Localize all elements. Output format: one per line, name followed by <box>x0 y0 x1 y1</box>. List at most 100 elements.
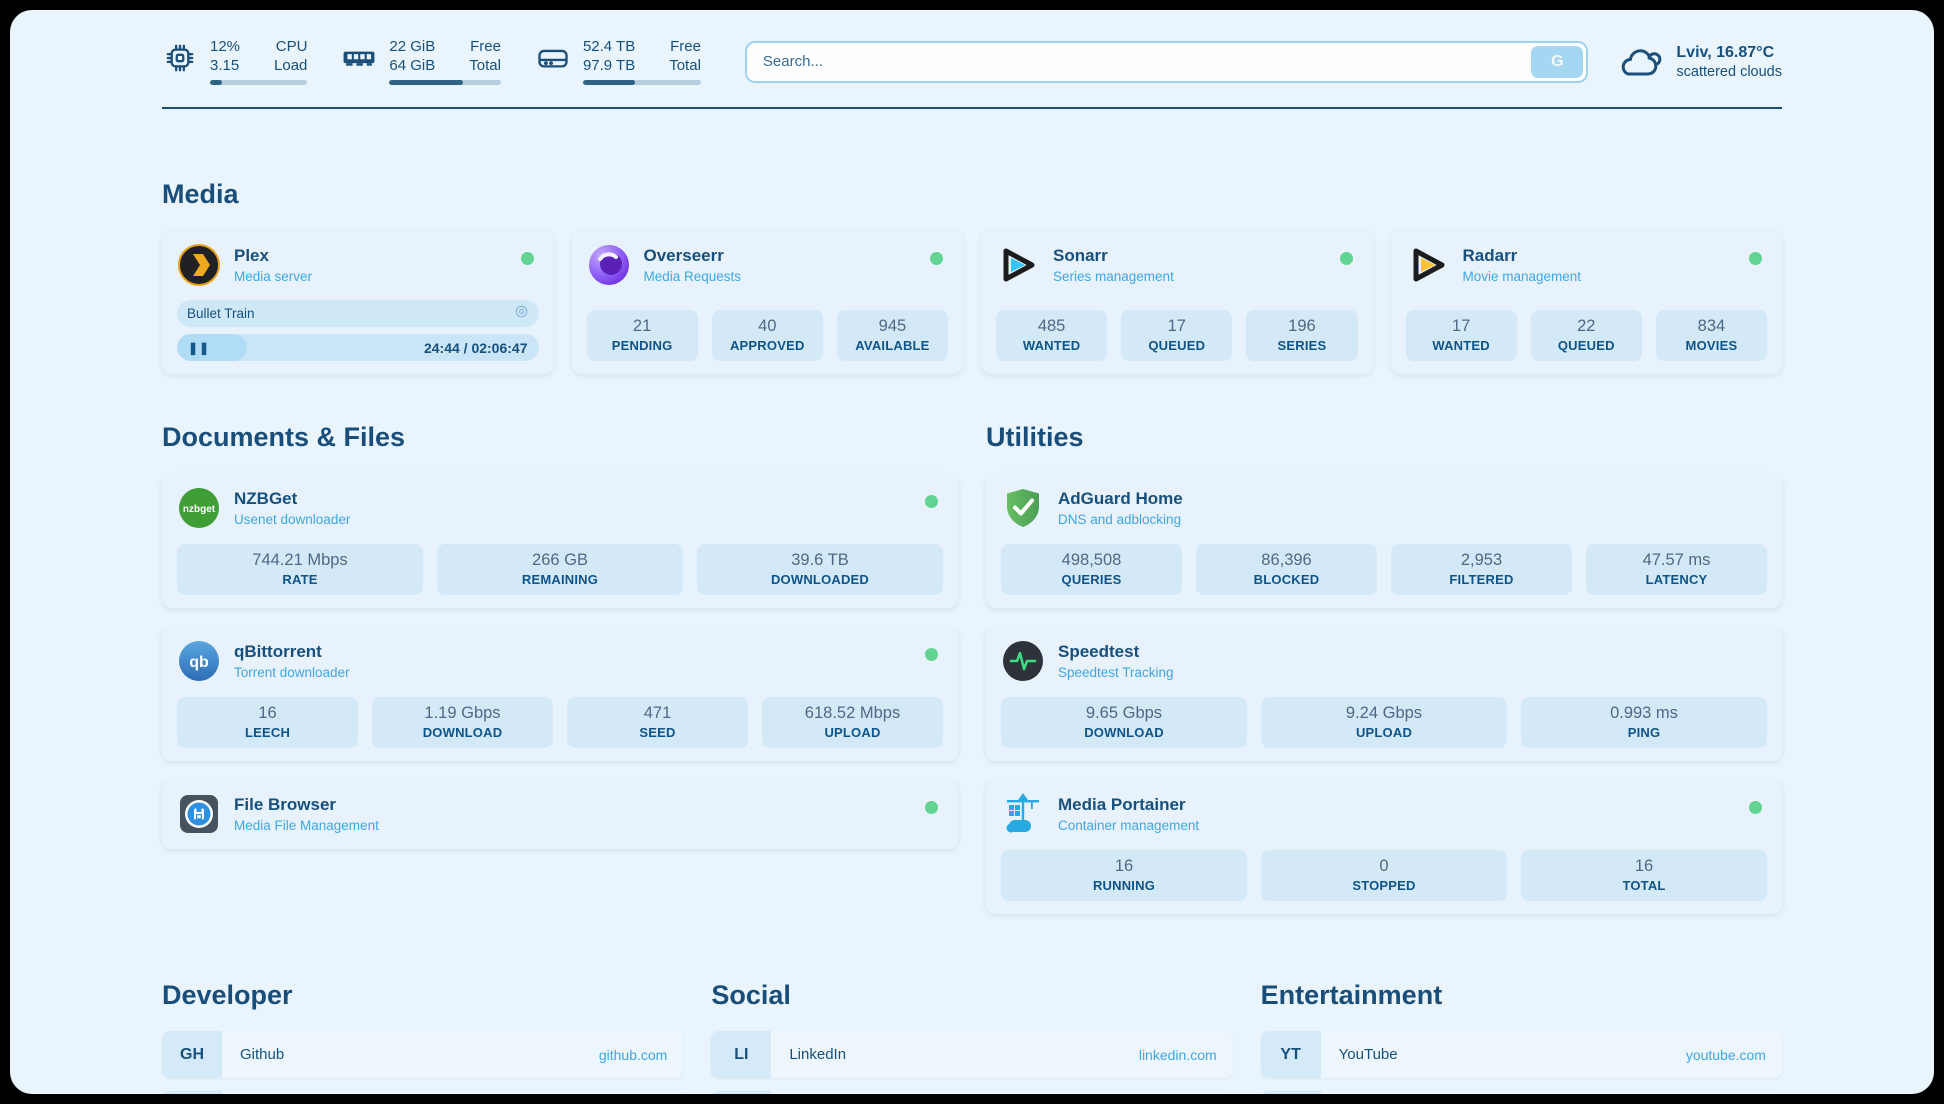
service-title: Radarr <box>1462 246 1518 265</box>
service-card-sonarr[interactable]: Sonarr Series management 485 WANTED 17 QUE… <box>981 230 1373 374</box>
memory-total-value: 64 GiB <box>389 57 436 74</box>
stat-wanted: 17 WANTED <box>1405 310 1517 361</box>
status-dot <box>1339 252 1353 265</box>
search-bar: G <box>744 40 1589 83</box>
bookmark-group-social: Social LI LinkedIn linkedin.com TW Twitt… <box>711 980 1233 1094</box>
stat-movies: 834 MOVIES <box>1655 310 1768 361</box>
bookmark-linkedin[interactable]: LI LinkedIn linkedin.com <box>711 1031 1233 1078</box>
speedtest-icon <box>1001 639 1045 683</box>
stat-filtered: 2,953 FILTERED <box>1391 544 1572 595</box>
stat-pending: 21 PENDING <box>586 310 698 361</box>
svg-text:nzbget: nzbget <box>183 504 216 515</box>
service-title: qBittorrent <box>234 642 322 661</box>
bookmark-abbr: YT <box>1260 1031 1321 1078</box>
stat-download: 9.65 Gbps DOWNLOAD <box>1001 697 1247 748</box>
section-heading-social: Social <box>711 980 791 1010</box>
pause-icon: ❚❚ <box>188 340 211 355</box>
bookmark-netflix[interactable]: NF Netflix netflix.com <box>1260 1091 1782 1094</box>
service-card-qbittorrent[interactable]: qb qBittorrent Torrent downloader 16 LEEC… <box>162 626 958 761</box>
bookmark-url: youtube.com <box>1685 1046 1766 1063</box>
stat-remaining: 266 GB REMAINING <box>437 544 683 595</box>
disk-free-label: Free <box>670 38 701 55</box>
portainer-icon <box>1001 792 1045 836</box>
service-card-radarr[interactable]: Radarr Movie management 17 WANTED 22 QUEUE… <box>1390 230 1782 374</box>
service-card-overseerr[interactable]: Overseerr Media Requests 21 PENDING 40 APP… <box>571 230 963 374</box>
service-card-portainer[interactable]: Media Portainer Container management 16 R… <box>986 779 1782 914</box>
bookmark-twitter[interactable]: TW Twitter twitter.com <box>711 1091 1233 1094</box>
search-provider-button[interactable]: G <box>1531 45 1584 78</box>
cpu-usage-value: 12% <box>210 38 241 55</box>
cpu-icon <box>162 40 198 76</box>
stat-ping: 0.993 ms PING <box>1521 697 1767 748</box>
filebrowser-icon <box>177 792 221 836</box>
session-target-icon[interactable] <box>514 304 529 324</box>
service-card-speedtest[interactable]: Speedtest Speedtest Tracking 9.65 Gbps DO… <box>986 626 1782 761</box>
bookmark-group-entertainment: Entertainment YT YouTube youtube.com NF … <box>1260 980 1782 1094</box>
weather-condition: scattered clouds <box>1676 63 1782 80</box>
bookmark-github[interactable]: GH Github github.com <box>162 1031 684 1078</box>
stat-running: 16 RUNNING <box>1001 850 1247 901</box>
plex-icon <box>177 243 221 287</box>
stat-leech: 16 LEECH <box>177 697 358 748</box>
service-subtitle: Movie management <box>1462 269 1582 284</box>
disk-total-value: 97.9 TB <box>582 57 636 74</box>
section-heading-utilities: Utilities <box>986 422 1084 452</box>
status-dot <box>925 495 938 508</box>
bookmark-abbr: NF <box>1260 1091 1321 1094</box>
cpu-progress-fill <box>210 80 222 85</box>
service-card-nzbget[interactable]: nzbget NZBGet Usenet downloader 744.21 M… <box>162 473 958 608</box>
cloud-icon <box>1616 42 1664 82</box>
stat-upload: 9.24 Gbps UPLOAD <box>1261 697 1507 748</box>
status-dot <box>930 252 943 265</box>
stat-rate: 744.21 Mbps RATE <box>177 544 423 595</box>
status-dot <box>1749 801 1762 814</box>
memory-progress-track <box>389 80 501 85</box>
stat-series: 196 SERIES <box>1246 310 1358 361</box>
service-card-adguard[interactable]: AdGuard Home DNS and adblocking 498,508 Q… <box>986 473 1782 608</box>
search-input[interactable] <box>744 40 1589 83</box>
service-card-filebrowser[interactable]: File Browser Media File Management <box>162 779 958 849</box>
service-title: NZBGet <box>234 489 298 508</box>
playback-progress-fill <box>177 334 248 361</box>
bookmark-youtube[interactable]: YT YouTube youtube.com <box>1260 1031 1782 1078</box>
memory-free-value: 22 GiB <box>389 38 436 55</box>
bookmark-name: LinkedIn <box>789 1046 847 1063</box>
stat-queued: 22 QUEUED <box>1530 310 1642 361</box>
service-title: Overseerr <box>643 246 724 265</box>
memory-progress-fill <box>389 80 464 85</box>
bookmark-group-developer: Developer GH Github github.com SO StackO… <box>162 980 684 1094</box>
service-title: File Browser <box>234 795 337 814</box>
section-heading-developer: Developer <box>162 980 293 1010</box>
header-divider <box>162 107 1782 109</box>
section-heading-documents: Documents & Files <box>162 422 406 452</box>
bookmark-name: Github <box>240 1046 285 1063</box>
stat-queries: 498,508 QUERIES <box>1001 544 1182 595</box>
service-subtitle: Media File Management <box>234 818 379 833</box>
service-subtitle: Container management <box>1058 818 1200 833</box>
service-card-plex[interactable]: Plex Media server Bullet Train ❚❚ <box>162 230 554 374</box>
media-card-grid: Plex Media server Bullet Train ❚❚ <box>162 230 1782 374</box>
bookmark-stackoverflow[interactable]: SO StackOverflow stackoverflow.com <box>162 1091 684 1094</box>
svg-text:qb: qb <box>189 654 209 671</box>
weather-location-temp: Lviv, 16.87°C <box>1676 43 1775 61</box>
service-subtitle: Torrent downloader <box>234 665 350 680</box>
memory-free-label: Free <box>470 38 501 55</box>
plex-now-playing-row: Bullet Train <box>177 300 539 327</box>
overseerr-icon <box>587 243 631 287</box>
disk-icon <box>535 40 571 76</box>
status-dot <box>925 648 938 661</box>
disk-progress-fill <box>582 80 635 85</box>
bookmark-abbr: SO <box>162 1091 222 1094</box>
service-subtitle: Media Requests <box>643 269 742 284</box>
service-title: AdGuard Home <box>1058 489 1183 508</box>
cpu-resource-widget: 12% CPU 3.15 Load <box>162 38 308 85</box>
stat-total: 16 TOTAL <box>1521 850 1767 901</box>
service-subtitle: Usenet downloader <box>234 512 351 527</box>
stat-available: 945 AVAILABLE <box>836 310 949 361</box>
stat-stopped: 0 STOPPED <box>1261 850 1507 901</box>
disk-progress-track <box>582 80 701 85</box>
bookmark-url: github.com <box>598 1046 668 1063</box>
nzbget-icon: nzbget <box>177 486 221 530</box>
qbittorrent-icon: qb <box>177 639 221 683</box>
section-heading-entertainment: Entertainment <box>1260 980 1443 1010</box>
